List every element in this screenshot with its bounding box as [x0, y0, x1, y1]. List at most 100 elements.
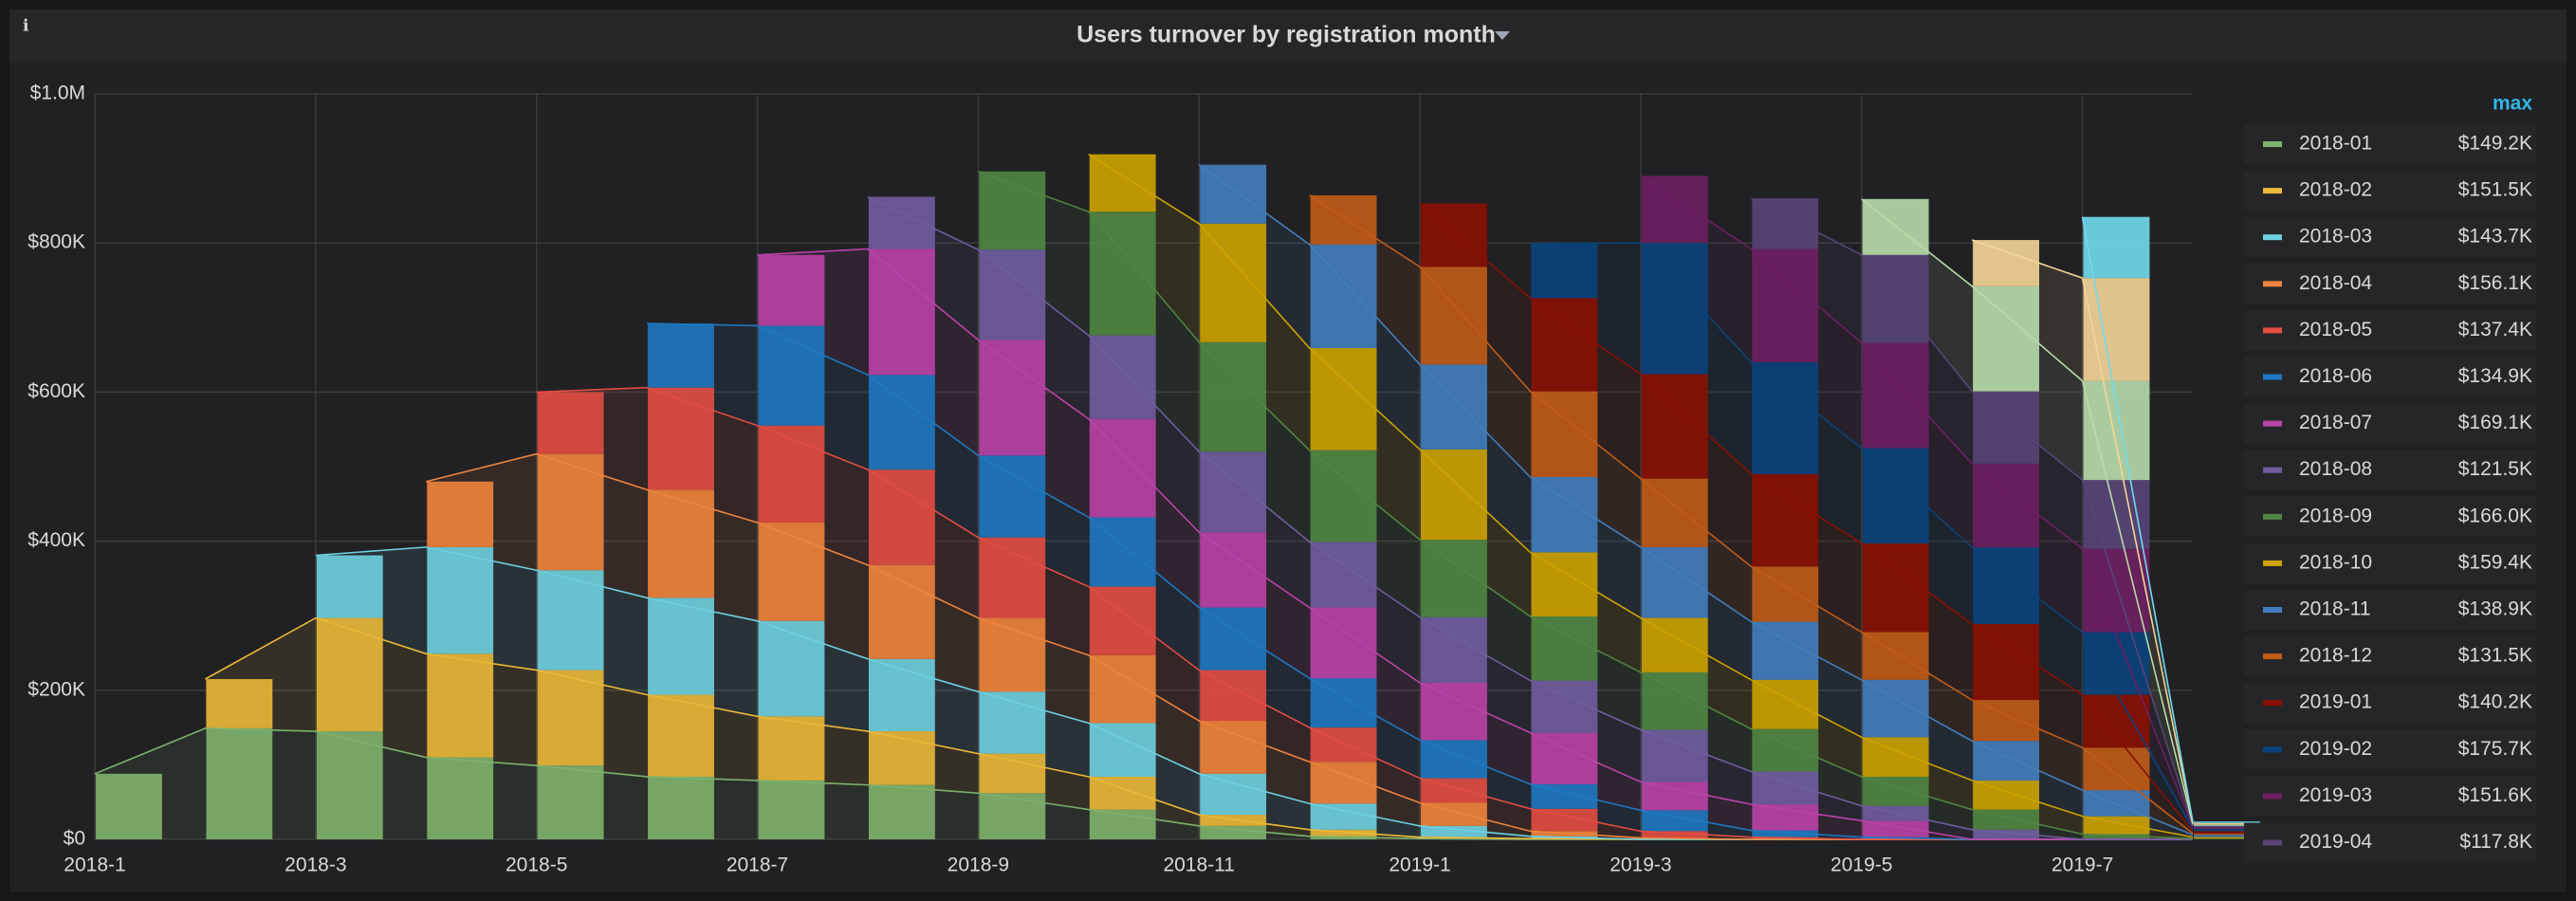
bar-segment [868, 196, 935, 249]
bar-segment [1421, 364, 1487, 450]
x-tick-label: 2019-1 [1389, 855, 1450, 876]
legend-label: 2018-03 [2299, 226, 2372, 248]
legend-label: 2019-02 [2299, 738, 2372, 760]
bar-segment [758, 325, 825, 426]
legend-row [2244, 171, 2536, 211]
bar-segment [1200, 532, 1267, 608]
bar-segment [1641, 374, 1708, 479]
bar-segment [2083, 632, 2150, 695]
bar-segment [1973, 285, 2040, 392]
bar-segment [1310, 829, 1377, 837]
legend-label: 2019-04 [2299, 831, 2372, 853]
bar-segment [1973, 240, 2040, 286]
y-tick-label: $400K [28, 529, 85, 551]
legend-label: 2018-10 [2299, 551, 2372, 573]
bar-segment [1200, 341, 1267, 452]
bar-segment [2194, 833, 2260, 836]
bar-segment [1641, 175, 1708, 244]
legend-max: $117.8K [2459, 831, 2532, 853]
panel-title[interactable]: Users turnover by registration month [1076, 22, 1496, 48]
info-icon[interactable]: ℹ [23, 16, 29, 34]
bar-segment [1641, 243, 1708, 375]
bar-segment [1973, 463, 2040, 547]
bar-segment [1641, 831, 1708, 838]
bar-segment [868, 731, 935, 785]
y-tick-label: $800K [28, 231, 85, 253]
series-line [1309, 194, 2194, 835]
bar-segment [1862, 679, 1929, 738]
bar-segment [758, 716, 825, 781]
legend-row [2244, 264, 2536, 304]
bar-segment [2194, 831, 2260, 834]
legend-row [2244, 357, 2536, 397]
series-line [757, 248, 2193, 840]
bar-segment [979, 249, 1046, 340]
bar-segment [1310, 244, 1377, 349]
legend-label: 2018-06 [2299, 365, 2372, 387]
bar-segment [1089, 776, 1156, 810]
bar-segment [648, 323, 714, 388]
bar-segment [537, 392, 604, 454]
legend-header[interactable]: max [2493, 93, 2532, 115]
series-line [1640, 175, 2194, 828]
bar-segment [648, 776, 714, 839]
bar-segment [1531, 808, 1598, 832]
y-tick-label: $200K [28, 678, 85, 700]
bar-segment [1862, 542, 1929, 633]
legend-label: 2018-05 [2299, 319, 2372, 340]
bar-segment [2083, 747, 2150, 791]
legend-max: $151.5K [2458, 179, 2532, 201]
bar-segment [2194, 828, 2260, 832]
bar-segment [1089, 723, 1156, 777]
series-line [1530, 242, 2194, 830]
bar-segment [1973, 829, 2040, 839]
bar-segment [1531, 552, 1598, 616]
legend-row [2244, 403, 2536, 444]
legend-max: $156.1K [2458, 272, 2532, 294]
series-line [647, 322, 2193, 840]
bars [96, 154, 2260, 839]
series-line [867, 195, 2193, 840]
panel-header[interactable] [9, 9, 2567, 63]
legend-row [2244, 124, 2536, 164]
bar-segment [1089, 211, 1156, 336]
legend-max: $140.2K [2458, 691, 2532, 713]
bar-segment [1200, 721, 1267, 774]
bar-segment [1973, 623, 2040, 701]
bar-segment [1641, 729, 1708, 782]
bar-segment [1973, 780, 2040, 810]
bar-segment [2194, 825, 2260, 828]
bar-segment [537, 765, 604, 839]
bar-segment [1089, 586, 1156, 655]
bar-segment [1752, 804, 1819, 831]
legend-max: $159.4K [2458, 551, 2532, 573]
legend-swatch [2263, 281, 2282, 287]
title-caret[interactable] [1495, 31, 1510, 40]
legend-label: 2018-11 [2299, 598, 2371, 620]
bar-segment [1531, 680, 1598, 733]
bar-segment [868, 469, 935, 565]
bar-segment [979, 537, 1046, 618]
legend-row [2244, 776, 2536, 817]
bar-segment [1421, 540, 1487, 617]
bar-segment [1200, 773, 1267, 816]
bar-segment [1421, 449, 1487, 541]
legend-label: 2018-07 [2299, 412, 2372, 433]
bar-segment [1752, 728, 1819, 772]
x-tick-label: 2018-9 [948, 855, 1009, 876]
series-line [1088, 153, 2194, 838]
legend-max: $169.1K [2458, 412, 2532, 433]
legend-max: $175.7K [2458, 738, 2532, 760]
bar-segment [758, 780, 825, 839]
legend-row [2244, 590, 2536, 630]
bar-segment [427, 757, 494, 839]
legend-max: $134.9K [2458, 365, 2532, 387]
bar-segment [1089, 517, 1156, 587]
bar-segment [868, 248, 935, 376]
bar-segment [1310, 836, 1377, 839]
bar-segment [1973, 391, 2040, 464]
legend-max: $137.4K [2458, 319, 2532, 340]
bar-segment [1089, 418, 1156, 518]
